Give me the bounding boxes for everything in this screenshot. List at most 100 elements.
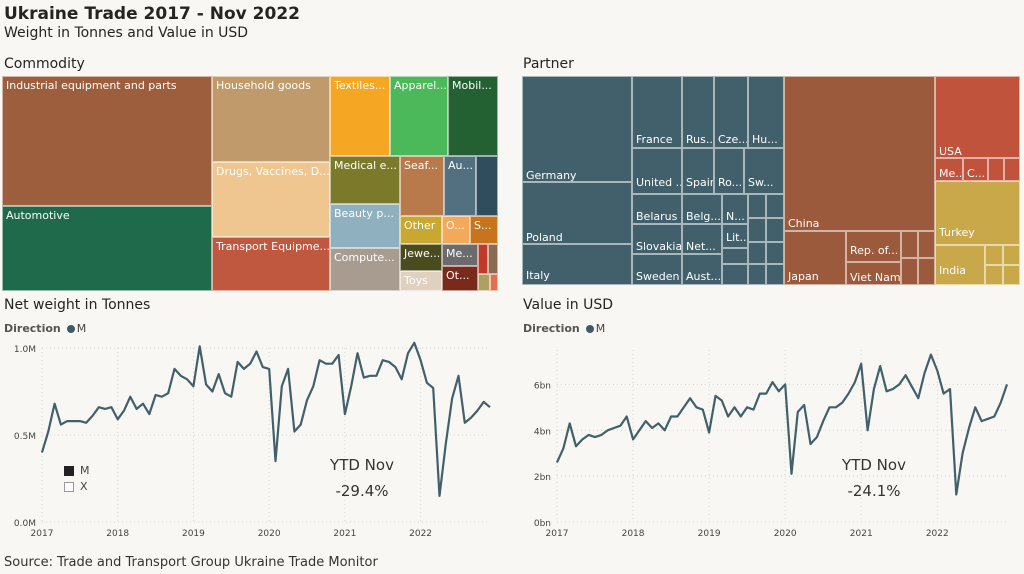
commodity-tile-unlabeled-24[interactable] <box>490 274 498 291</box>
commodity-tile-unlabeled-22[interactable] <box>488 244 498 274</box>
commodity-tile-label: Household goods <box>216 79 311 92</box>
partner-tile-small[interactable] <box>748 218 766 242</box>
partner-tile-small[interactable] <box>901 258 918 285</box>
partner-tile-label: Hu... <box>752 133 778 146</box>
partner-tile-belarus[interactable]: Belarus <box>632 194 682 224</box>
partner-tile-small[interactable] <box>766 194 784 218</box>
partner-tile-small[interactable] <box>748 264 766 285</box>
partner-tile-label: Rus... <box>686 133 714 146</box>
partner-tile-france[interactable]: France <box>632 76 682 148</box>
commodity-tile-apparel[interactable]: Apparel... <box>390 76 448 156</box>
commodity-tile-label: O... <box>446 219 465 232</box>
partner-tile-hu[interactable]: Hu... <box>748 76 784 148</box>
partner-tile-small[interactable] <box>985 265 1003 285</box>
weight-line-chart[interactable]: 0.0M 0.5M 1.0M 2017 2018 2019 2020 2021 2022 <box>0 340 500 545</box>
y-tick-label: 0bn <box>534 519 551 529</box>
partner-tile-small[interactable] <box>722 264 748 285</box>
commodity-tile-unlabeled-21[interactable] <box>478 244 488 274</box>
commodity-tile-label: Seaf... <box>404 159 439 172</box>
partner-tile-label: USA <box>939 145 962 158</box>
partner-tile-me[interactable]: Me... <box>935 158 963 181</box>
weight-float-legend[interactable]: M X <box>64 464 90 496</box>
partner-tile-small[interactable] <box>766 242 784 264</box>
partner-tile-c[interactable]: C... <box>963 158 988 181</box>
partner-treemap[interactable]: EuropeGermanyPolandItalyFranceRus...Cze.… <box>522 76 1020 285</box>
commodity-tile-s[interactable]: S... <box>470 216 498 244</box>
partner-tile-cze[interactable]: Cze... <box>714 76 748 148</box>
partner-tile-small[interactable] <box>1004 158 1020 181</box>
x-tick-label: 2017 <box>546 529 569 539</box>
value-line-chart[interactable]: 0bn 2bn 4bn 6bn 2017 2018 2019 2020 2021 2022 <box>520 340 1022 545</box>
commodity-tile-other[interactable]: Other <box>400 216 442 244</box>
partner-tile-ro[interactable]: Ro... <box>714 148 744 194</box>
commodity-tile-textiles[interactable]: Textiles... <box>330 76 390 156</box>
source-note: Source: Trade and Transport Group Ukrain… <box>4 555 378 570</box>
partner-tile-n[interactable]: N... <box>722 194 748 224</box>
partner-tile-small[interactable] <box>918 231 935 258</box>
partner-tile-small[interactable] <box>1003 265 1020 285</box>
commodity-title: Commodity <box>4 56 85 72</box>
partner-tile-aust[interactable]: Aust... <box>682 254 722 285</box>
partner-tile-turkey[interactable]: Turkey <box>935 181 1020 245</box>
page-title: Ukraine Trade 2017 - Nov 2022 <box>4 4 300 24</box>
partner-tile-lit[interactable]: Lit... <box>722 224 748 248</box>
partner-tile-sw[interactable]: Sw... <box>744 148 784 194</box>
partner-tile-italy[interactable]: Italy <box>522 244 632 285</box>
commodity-tile-unlabeled-23[interactable] <box>478 274 490 291</box>
partner-tile-united[interactable]: United ... <box>632 148 682 194</box>
weight-ytd: YTD Nov -29.4% <box>320 452 404 504</box>
partner-tile-small[interactable] <box>901 231 918 258</box>
partner-tile-japan[interactable]: Japan <box>784 231 846 285</box>
commodity-tile-me[interactable]: Me... <box>442 244 478 266</box>
partner-tile-belg[interactable]: Belg... <box>682 194 722 224</box>
commodity-treemap[interactable]: Industrial equipment and parts Automotive… <box>2 76 498 291</box>
partner-tile-label: Sw... <box>748 176 774 189</box>
commodity-tile-seaf[interactable]: Seaf... <box>400 156 444 216</box>
commodity-tile-automotive[interactable]: Automotive <box>2 206 212 291</box>
commodity-tile-au[interactable]: Au... <box>444 156 476 216</box>
float-legend-m[interactable]: M <box>64 464 90 480</box>
partner-tile-china[interactable]: China <box>784 76 935 231</box>
commodity-tile-label: Au... <box>448 159 473 172</box>
partner-tile-rep-of[interactable]: Rep. of... <box>846 231 901 262</box>
partner-tile-small[interactable] <box>766 264 784 285</box>
partner-tile-label: N... <box>726 210 745 223</box>
partner-tile-label: Spain <box>686 176 714 189</box>
partner-tile-small[interactable] <box>766 218 784 242</box>
partner-tile-rus[interactable]: Rus... <box>682 76 714 148</box>
weight-legend-dot <box>66 325 75 333</box>
commodity-tile-mobil[interactable]: Mobil... <box>448 76 498 156</box>
partner-tile-small[interactable] <box>985 245 1003 265</box>
commodity-tile-drugs-vaccines-d[interactable]: Drugs, Vaccines, D... <box>212 162 330 237</box>
commodity-tile-ot[interactable]: Ot... <box>442 266 478 291</box>
partner-tile-net[interactable]: Net... <box>682 224 722 254</box>
partner-tile-usa[interactable]: USA <box>935 76 1020 158</box>
commodity-tile-jewe[interactable]: Jewe... <box>400 244 442 271</box>
partner-tile-germany[interactable]: Germany <box>522 76 632 182</box>
partner-tile-small[interactable] <box>918 258 935 285</box>
value-chart-title: Value in USD <box>523 297 614 313</box>
commodity-tile-medical-e[interactable]: Medical e... <box>330 156 400 204</box>
partner-tile-small[interactable] <box>1003 245 1020 265</box>
partner-tile-slovakia[interactable]: Slovakia <box>632 224 682 254</box>
partner-tile-label: Net... <box>686 240 716 253</box>
partner-tile-poland[interactable]: Poland <box>522 182 632 244</box>
commodity-tile-unlabeled-11[interactable] <box>476 156 498 216</box>
partner-tile-viet-nam[interactable]: Viet Nam <box>846 262 901 285</box>
commodity-tile-label: Jewe... <box>404 247 441 260</box>
partner-tile-spain[interactable]: Spain <box>682 148 714 194</box>
partner-tile-small[interactable] <box>748 194 766 218</box>
partner-tile-india[interactable]: India <box>935 245 985 285</box>
commodity-tile-beauty-p[interactable]: Beauty p... <box>330 204 400 248</box>
commodity-tile-compute[interactable]: Compute... <box>330 248 400 291</box>
commodity-tile-o[interactable]: O... <box>442 216 470 244</box>
partner-tile-small[interactable] <box>722 248 748 264</box>
commodity-tile-toys[interactable]: Toys <box>400 271 442 291</box>
partner-tile-small[interactable] <box>988 158 1004 181</box>
partner-tile-sweden[interactable]: Sweden <box>632 254 682 285</box>
commodity-tile-industrial-equipment-and-parts[interactable]: Industrial equipment and parts <box>2 76 212 206</box>
partner-tile-small[interactable] <box>748 242 766 264</box>
commodity-tile-household-goods[interactable]: Household goods <box>212 76 330 162</box>
commodity-tile-transport-equipme[interactable]: Transport Equipme... <box>212 237 330 291</box>
float-legend-x[interactable]: X <box>64 480 90 496</box>
